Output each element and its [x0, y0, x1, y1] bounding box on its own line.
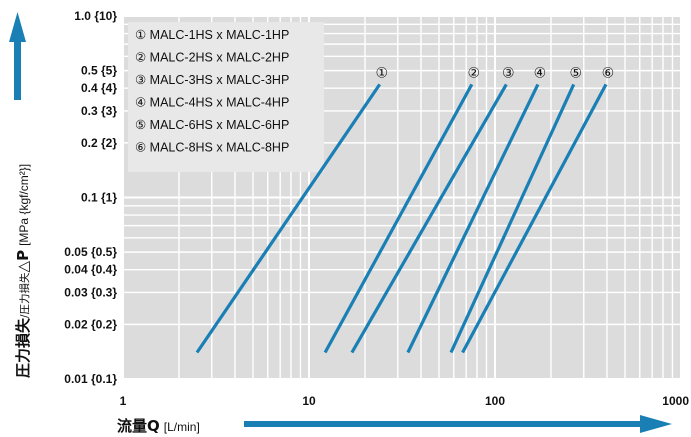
series-marker-label: ④ [534, 65, 547, 81]
y-tick-label: 0.05 {0.5} [64, 245, 117, 259]
series-line [323, 83, 474, 354]
x-tick-labels: 1 10 100 1000 [120, 394, 690, 408]
legend-entry: ⑤ MALC-6HS x MALC-6HP [135, 118, 289, 132]
series-marker-label: ⑥ [602, 65, 615, 81]
legend-entry: ⑥ MALC-8HS x MALC-8HP [135, 141, 289, 155]
x-axis-arrow [244, 415, 672, 433]
x-tick-label: 1000 [662, 394, 689, 408]
y-axis-arrow [9, 12, 26, 100]
y-tick-labels: 0.01 {0.1} 0.02 {0.2} 0.03 {0.3} 0.04 {0.4}… [64, 9, 117, 386]
x-axis-title-main: 流量Q [117, 417, 160, 435]
series-line [195, 83, 382, 354]
y-axis-title: 圧力損失/圧力損失△P [MPa {kgf/cm²}] [14, 164, 32, 378]
y-tick-label: 0.03 {0.3} [64, 285, 117, 299]
legend-entry: ① MALC-1HS x MALC-1HP [135, 28, 289, 42]
x-tick-label: 10 [302, 394, 316, 408]
legend-entry: ④ MALC-4HS x MALC-4HP [135, 96, 289, 110]
x-tick-label: 100 [485, 394, 505, 408]
y-tick-label: 0.1 {1} [81, 191, 117, 205]
series-marker-label: ③ [502, 65, 515, 81]
legend-entry: ② MALC-2HS x MALC-2HP [135, 51, 289, 65]
y-axis-title-symbol: △P [14, 250, 32, 273]
series-marker-label: ② [467, 65, 480, 81]
y-tick-label: 0.4 {4} [81, 81, 117, 95]
x-axis-title: 流量Q [L/min] [117, 417, 200, 435]
x-axis-unit: [L/min] [164, 420, 200, 434]
y-axis-title-sub: /圧力損失 [18, 272, 31, 318]
series-line [461, 83, 608, 354]
y-tick-label: 1.0 {10} [74, 9, 117, 23]
legend: ① MALC-1HS x MALC-1HP ② MALC-2HS x MALC-2… [135, 28, 289, 155]
y-tick-label: 0.04 {0.4} [64, 263, 117, 277]
y-tick-label: 0.02 {0.2} [64, 317, 117, 331]
x-tick-label: 1 [120, 394, 127, 408]
y-axis-title-main: 圧力損失 [14, 317, 32, 378]
series-line [449, 83, 576, 354]
series-marker-label: ⑤ [569, 65, 582, 81]
y-tick-label: 0.2 {2} [81, 136, 117, 150]
y-tick-label: 0.5 {5} [81, 64, 117, 78]
y-tick-label: 0.3 {3} [81, 104, 117, 118]
legend-entry: ③ MALC-3HS x MALC-3HP [135, 73, 289, 87]
legend-box [128, 22, 324, 172]
series-marker-label: ① [375, 65, 388, 81]
y-tick-label: 0.01 {0.1} [64, 372, 117, 386]
series-line [350, 83, 508, 354]
y-axis-unit: [MPa {kgf/cm²}] [17, 164, 31, 246]
series-lines: ① ② ③ ④ ⑤ ⑥ [195, 65, 615, 354]
series-line [406, 83, 540, 354]
